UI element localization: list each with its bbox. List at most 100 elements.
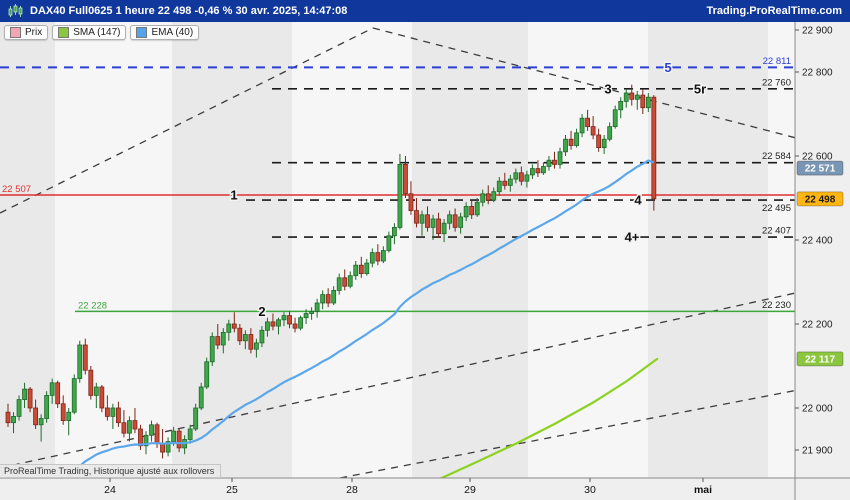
candle-body	[276, 319, 281, 327]
candle-body	[419, 214, 425, 224]
candle-body	[623, 92, 629, 102]
candle-body	[292, 323, 298, 329]
candle-body	[99, 386, 105, 409]
session-band	[648, 22, 768, 478]
level-tag: 4	[634, 193, 642, 208]
candle-body	[485, 193, 491, 201]
candle-body	[469, 205, 475, 216]
candle-body	[44, 394, 50, 419]
candle-body	[226, 323, 232, 333]
candle-body	[165, 441, 171, 453]
candle-body	[629, 92, 635, 100]
candle-body	[634, 94, 640, 100]
level-tag: 3	[604, 81, 611, 96]
candle-body	[640, 94, 646, 109]
sma-series-swatch	[58, 27, 70, 38]
candle-body	[143, 434, 149, 447]
trading-prorealtime-link[interactable]: Trading.ProRealTime.com	[706, 5, 842, 17]
candle-body	[198, 386, 204, 409]
candle-body	[259, 329, 265, 344]
candle-body	[16, 399, 22, 417]
candle-body	[375, 252, 381, 262]
trend-line	[0, 27, 374, 214]
level-tag: 5	[664, 60, 671, 75]
candle-body	[27, 388, 33, 409]
candle-body	[546, 159, 552, 167]
price-axis[interactable]	[795, 22, 850, 500]
chart-title: DAX40 Full0625 1 heure 22 498 -0,46 % 30…	[30, 5, 348, 17]
candle-body	[502, 180, 508, 186]
price-badge	[796, 351, 844, 367]
sma-147-line	[439, 357, 659, 478]
level-tag: 2	[258, 304, 265, 319]
candle-body	[77, 344, 83, 379]
candle-body	[281, 315, 287, 321]
candle-body	[154, 424, 160, 445]
plot-area	[0, 27, 795, 478]
candle-body	[127, 420, 132, 434]
candle-body	[403, 163, 408, 195]
candle-body	[33, 407, 38, 426]
candle-body	[601, 138, 607, 148]
candle-body	[121, 422, 127, 434]
candle-body	[574, 132, 579, 146]
price-badge	[796, 160, 844, 176]
price-axis-label: 21 900	[802, 445, 833, 456]
legend-label-ema40: EMA (40)	[151, 27, 194, 38]
candle-body	[436, 218, 441, 235]
candle-body	[452, 214, 458, 228]
candle-body	[353, 264, 359, 277]
candle-body	[176, 430, 182, 449]
candle-body	[132, 420, 138, 430]
candle-body	[386, 235, 392, 251]
candle-body	[160, 443, 165, 453]
price-axis-label: 22 600	[802, 151, 833, 162]
time-axis-label: 30	[584, 484, 596, 496]
price-axis-label: 22 900	[802, 26, 833, 37]
candle-body	[463, 205, 469, 218]
candle-body	[347, 275, 353, 287]
candle-body	[568, 138, 574, 146]
candle-body	[414, 210, 419, 224]
level-right-label: 22 230	[762, 300, 791, 311]
price-series-swatch	[10, 27, 21, 38]
candle-body	[557, 151, 563, 165]
candle-body	[22, 388, 27, 400]
candle-body	[242, 334, 248, 342]
time-axis[interactable]	[0, 478, 850, 500]
candle-body	[612, 109, 618, 127]
candle-body	[204, 361, 210, 388]
candle-body	[66, 411, 72, 421]
level-right-label: 22 760	[762, 77, 791, 88]
candle-body	[380, 250, 386, 262]
candle-body	[193, 407, 199, 430]
candle-body	[104, 407, 110, 417]
candle-body	[248, 334, 254, 350]
candle-body	[397, 163, 403, 228]
price-axis-label: 22 800	[802, 68, 833, 79]
candle-body	[391, 226, 397, 237]
candle-body	[55, 382, 61, 405]
legend-item-ema40[interactable]: EMA (40)	[130, 25, 200, 40]
ema-series-swatch	[136, 27, 148, 38]
time-axis-label: 24	[104, 484, 116, 496]
candle-body	[220, 331, 226, 346]
session-band	[412, 22, 528, 478]
candle-body	[11, 415, 16, 424]
candle-body	[314, 302, 320, 312]
candle-body	[287, 315, 292, 325]
price-badge-label: 22 571	[805, 164, 836, 175]
price-badge-label: 22 117	[805, 354, 835, 365]
candle-body	[116, 407, 121, 424]
candle-body	[518, 172, 524, 182]
legend-item-sma147[interactable]: SMA (147)	[52, 25, 127, 40]
candle-body	[215, 336, 221, 346]
candle-body	[38, 418, 44, 426]
candles-layer	[5, 84, 657, 459]
candle-body	[496, 180, 502, 193]
time-axis-label: 28	[346, 484, 358, 496]
legend-item-price[interactable]: Prix	[4, 25, 49, 40]
candle-body	[585, 117, 590, 127]
candle-body	[524, 174, 530, 182]
